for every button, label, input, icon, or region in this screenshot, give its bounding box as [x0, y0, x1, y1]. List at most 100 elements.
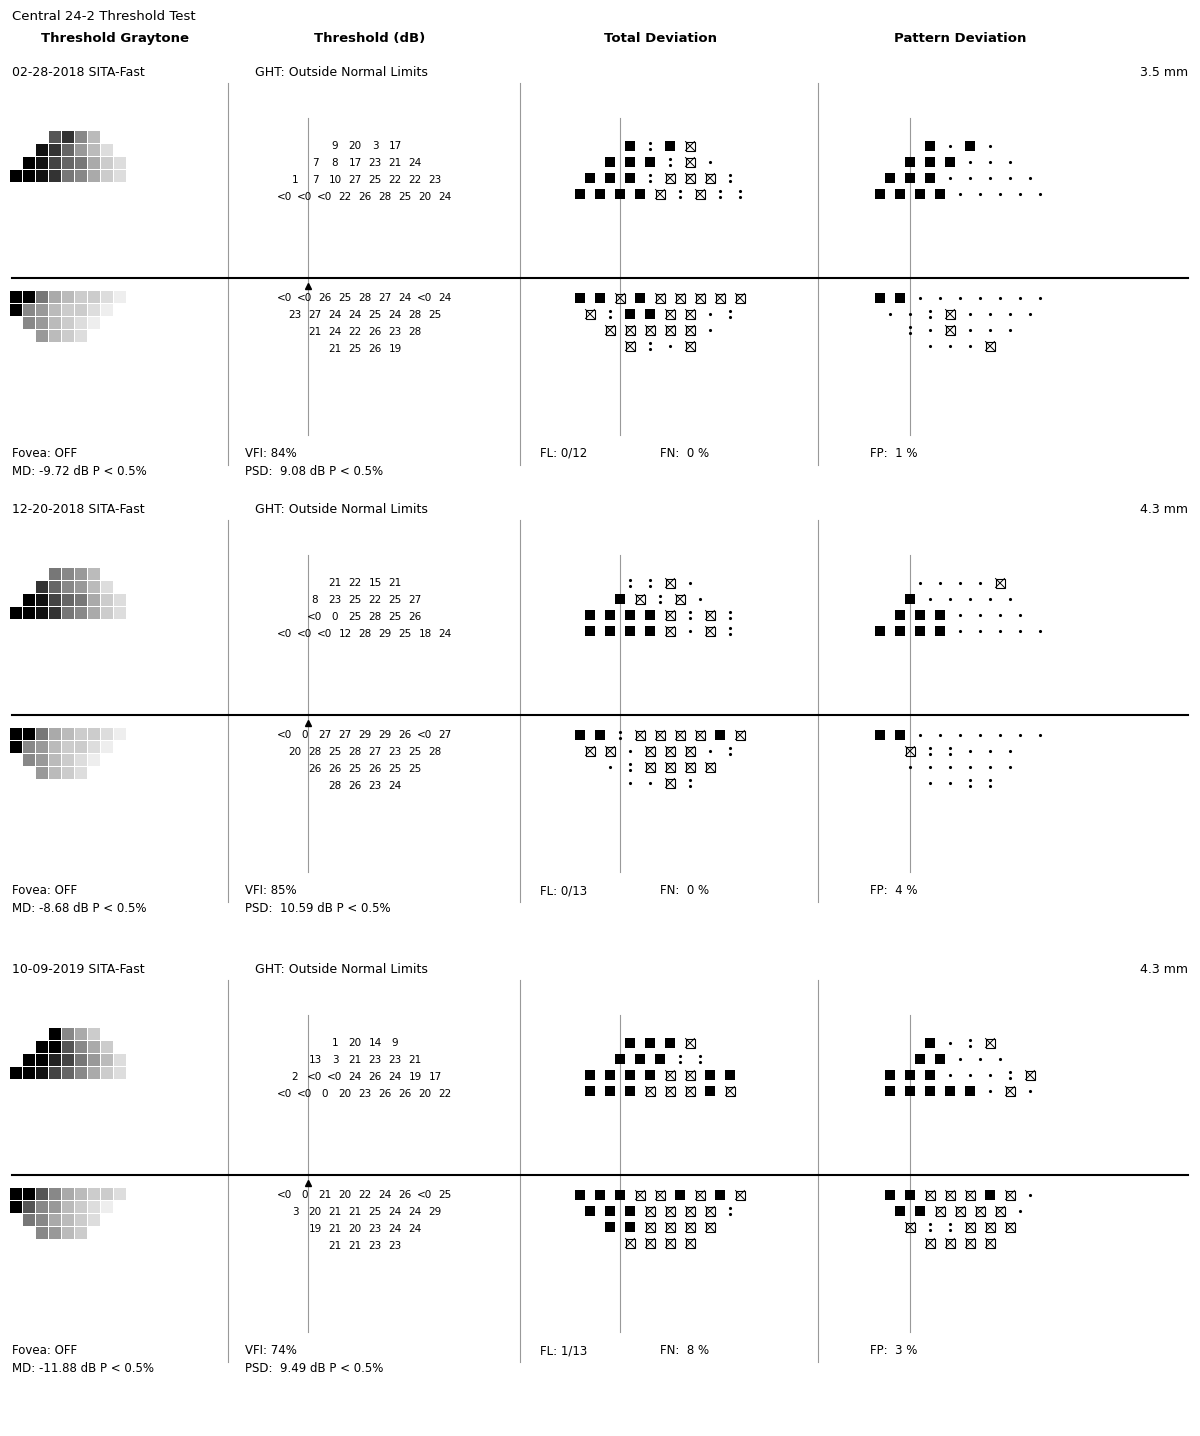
Text: 25: 25: [348, 345, 361, 355]
Text: <0: <0: [277, 1088, 293, 1099]
Text: 23: 23: [389, 747, 402, 757]
Bar: [10, 292, 22, 303]
Text: 23: 23: [368, 1241, 382, 1251]
Text: 20: 20: [338, 1190, 352, 1200]
Bar: [88, 317, 100, 329]
Bar: [625, 1238, 635, 1248]
Text: 25: 25: [398, 629, 412, 639]
Bar: [36, 330, 48, 342]
Text: <0: <0: [277, 192, 293, 202]
Bar: [996, 579, 1004, 587]
Text: Fovea: OFF: Fovea: OFF: [12, 447, 77, 460]
Bar: [685, 763, 695, 771]
Text: GHT: Outside Normal Limits: GHT: Outside Normal Limits: [256, 964, 428, 976]
Bar: [625, 1222, 635, 1232]
Bar: [685, 747, 695, 755]
Text: 27: 27: [408, 595, 421, 605]
Text: 26: 26: [368, 764, 382, 774]
Text: 28: 28: [308, 747, 322, 757]
Bar: [49, 144, 61, 157]
Bar: [62, 1226, 74, 1239]
Bar: [875, 293, 886, 303]
Bar: [595, 190, 605, 200]
Text: 26: 26: [378, 1088, 391, 1099]
Bar: [62, 144, 74, 157]
Bar: [586, 626, 595, 636]
Text: 26: 26: [368, 1073, 382, 1081]
Bar: [925, 1070, 935, 1080]
Text: PSD:  9.49 dB P < 0.5%: PSD: 9.49 dB P < 0.5%: [245, 1361, 383, 1376]
Bar: [715, 293, 725, 303]
Bar: [62, 728, 74, 740]
Text: 23: 23: [368, 781, 382, 791]
Text: 22: 22: [338, 192, 352, 202]
Bar: [49, 767, 61, 778]
Text: 21: 21: [348, 1241, 361, 1251]
Bar: [88, 728, 100, 740]
Bar: [946, 1190, 954, 1199]
Bar: [965, 141, 974, 151]
Bar: [605, 1206, 616, 1216]
Text: 23: 23: [428, 175, 442, 185]
Bar: [101, 169, 113, 182]
Text: 23: 23: [368, 158, 382, 168]
Bar: [916, 610, 925, 620]
Text: Threshold Graytone: Threshold Graytone: [41, 32, 190, 45]
Bar: [62, 169, 74, 182]
Text: 25: 25: [389, 612, 402, 622]
Bar: [606, 747, 614, 755]
Text: 28: 28: [408, 327, 421, 337]
Bar: [23, 741, 35, 752]
Bar: [62, 1200, 74, 1213]
Bar: [36, 607, 48, 619]
Bar: [88, 1028, 100, 1040]
Bar: [88, 157, 100, 169]
Text: 22: 22: [348, 327, 361, 337]
Bar: [586, 1070, 595, 1080]
Bar: [685, 326, 695, 335]
Bar: [666, 1222, 674, 1232]
Bar: [74, 1226, 88, 1239]
Bar: [605, 610, 616, 620]
Text: VFI: 84%: VFI: 84%: [245, 447, 296, 460]
Bar: [935, 626, 946, 636]
Text: 26: 26: [308, 764, 322, 774]
Bar: [666, 310, 674, 319]
Text: 28: 28: [329, 781, 342, 791]
Bar: [62, 330, 74, 342]
Bar: [101, 741, 113, 752]
Text: 24: 24: [438, 293, 451, 303]
Bar: [23, 595, 35, 606]
Bar: [36, 1188, 48, 1200]
Bar: [636, 731, 644, 740]
Bar: [666, 747, 674, 755]
Bar: [685, 142, 695, 151]
Text: 9: 9: [391, 1038, 398, 1048]
Bar: [886, 1190, 895, 1200]
Bar: [23, 157, 35, 169]
Bar: [575, 1190, 586, 1200]
Text: Threshold (dB): Threshold (dB): [314, 32, 426, 45]
Bar: [935, 1054, 946, 1064]
Bar: [88, 595, 100, 606]
Bar: [1006, 1222, 1014, 1232]
Text: VFI: 74%: VFI: 74%: [245, 1344, 296, 1357]
Bar: [595, 729, 605, 740]
Bar: [625, 326, 635, 335]
Text: 7: 7: [312, 175, 318, 185]
Text: 23: 23: [359, 1088, 372, 1099]
Bar: [886, 172, 895, 182]
Text: 29: 29: [359, 729, 372, 740]
Bar: [895, 293, 905, 303]
Bar: [666, 174, 674, 182]
Bar: [655, 190, 665, 198]
Bar: [935, 610, 946, 620]
Bar: [101, 1200, 113, 1213]
Bar: [636, 1190, 644, 1199]
Bar: [916, 1206, 925, 1216]
Bar: [10, 1188, 22, 1200]
Bar: [676, 731, 684, 740]
Bar: [586, 310, 594, 319]
Bar: [10, 1200, 22, 1213]
Bar: [906, 747, 914, 755]
